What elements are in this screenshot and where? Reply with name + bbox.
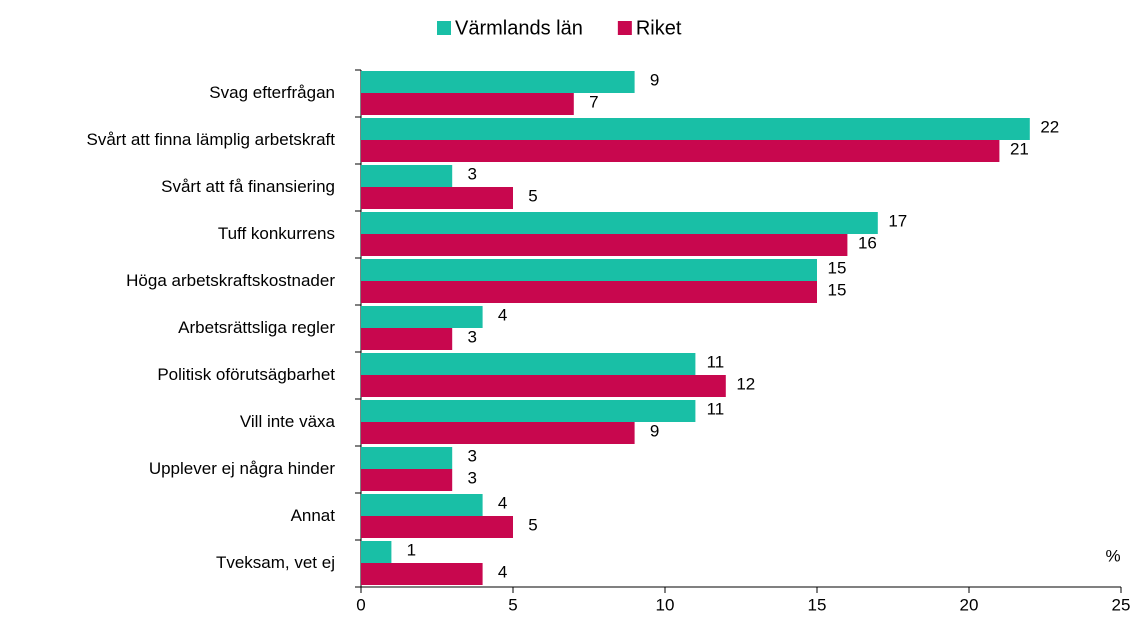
data-label: 7 [589, 92, 598, 111]
x-tick-label: 25 [1112, 595, 1131, 614]
bar [361, 187, 513, 209]
category-label: Upplever ej några hinder [149, 459, 336, 478]
category-label: Politisk oförutsägbarhet [157, 365, 335, 384]
bar [361, 447, 453, 469]
bar [361, 400, 696, 422]
bar [361, 469, 453, 491]
bar [361, 494, 483, 516]
bar [361, 306, 483, 328]
x-tick-label: 15 [808, 595, 827, 614]
legend-label: Riket [636, 17, 682, 39]
legend-label: Värmlands län [455, 17, 583, 39]
bar [361, 140, 1000, 162]
data-label: 9 [650, 421, 659, 440]
legend-swatch [617, 21, 632, 35]
category-label: Arbetsrättsliga regler [178, 318, 335, 337]
bar [361, 281, 817, 303]
bar [361, 328, 453, 350]
x-tick-label: 10 [656, 595, 675, 614]
x-tick-label: 20 [960, 595, 979, 614]
category-label: Svårt att få finansiering [161, 177, 335, 196]
bar [361, 353, 696, 375]
data-label: 4 [498, 305, 507, 324]
data-label: 3 [467, 327, 476, 346]
data-label: 22 [1040, 117, 1059, 136]
category-label: Annat [291, 506, 336, 525]
data-label: 4 [498, 562, 507, 581]
bar [361, 234, 848, 256]
data-label: 5 [528, 515, 537, 534]
bar [361, 259, 817, 281]
category-label: Tveksam, vet ej [216, 553, 335, 572]
data-label: 12 [736, 374, 755, 393]
bar [361, 422, 635, 444]
bar [361, 563, 483, 585]
category-label: Tuff konkurrens [218, 224, 335, 243]
x-tick-label: 0 [356, 595, 365, 614]
bar [361, 541, 392, 563]
category-label: Svag efterfrågan [209, 83, 335, 102]
bar [361, 93, 574, 115]
bar [361, 516, 513, 538]
data-label: 4 [498, 493, 507, 512]
data-label: 15 [828, 258, 847, 277]
data-label: 17 [888, 211, 907, 230]
category-label: Höga arbetskraftskostnader [126, 271, 335, 290]
data-label: 3 [467, 468, 476, 487]
category-label: Vill inte växa [240, 412, 336, 431]
bar [361, 71, 635, 93]
data-label: 9 [650, 70, 659, 89]
data-label: 3 [467, 446, 476, 465]
bar [361, 212, 878, 234]
data-label: 16 [858, 233, 877, 252]
category-label: Svårt att finna lämplig arbetskraft [86, 130, 335, 149]
data-label: 11 [707, 352, 725, 371]
unit-annotation: % [1105, 546, 1120, 565]
data-label: 15 [828, 280, 847, 299]
data-label: 11 [707, 399, 725, 418]
data-label: 3 [467, 164, 476, 183]
bar [361, 165, 453, 187]
x-tick-label: 5 [508, 595, 517, 614]
data-label: 1 [407, 540, 416, 559]
bar [361, 118, 1030, 140]
legend-swatch [437, 21, 451, 35]
bar [361, 375, 726, 397]
data-label: 5 [528, 186, 537, 205]
data-label: 21 [1010, 139, 1029, 158]
